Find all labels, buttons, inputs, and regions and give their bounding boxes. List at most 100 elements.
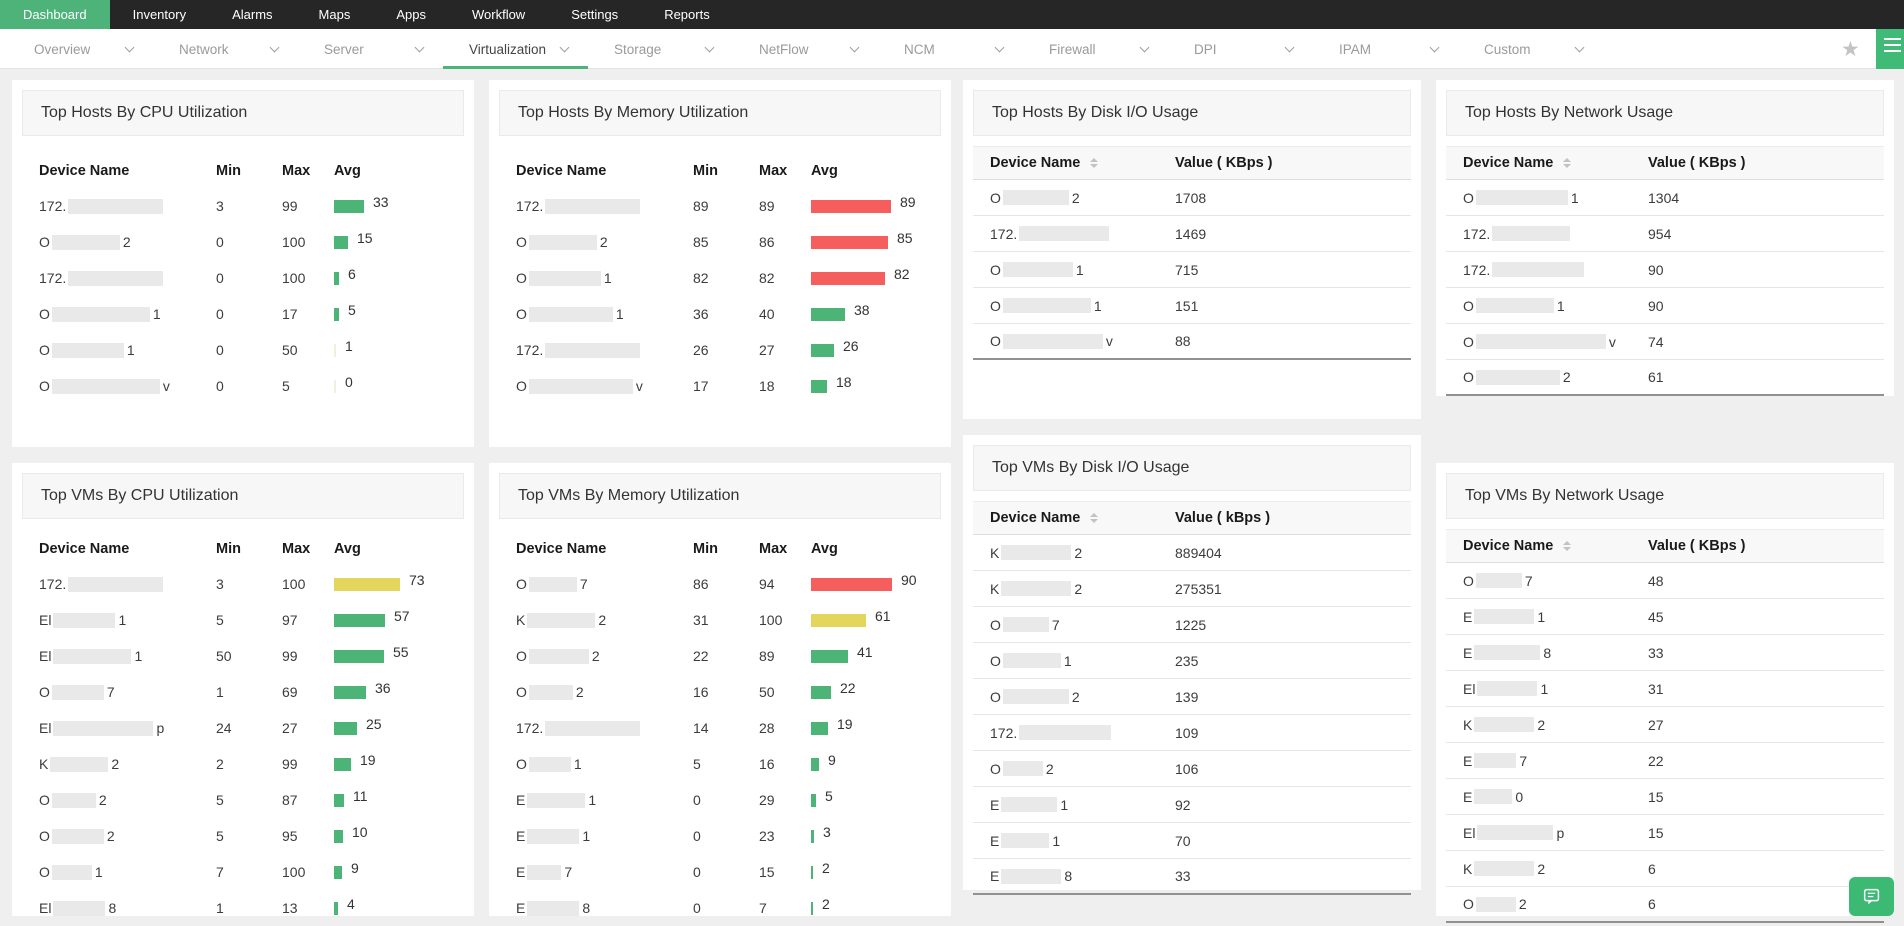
chevron-down-icon[interactable] [704, 42, 715, 52]
device-name-link[interactable]: El 1 [39, 648, 143, 664]
col-device-name-sortable[interactable]: Device Name [1463, 155, 1648, 171]
device-name-link[interactable]: El p [1463, 824, 1565, 841]
col-device-name-sortable[interactable]: Device Name [990, 155, 1175, 171]
menu-icon[interactable] [1876, 29, 1904, 69]
star-icon[interactable]: ★ [1841, 38, 1860, 61]
device-name-link[interactable]: El p [39, 720, 165, 736]
chevron-down-icon[interactable] [1139, 42, 1150, 52]
chevron-down-icon[interactable] [414, 42, 425, 52]
tab-ncm[interactable]: NCM [878, 29, 1023, 69]
col-device-name-sortable[interactable]: Device Name [990, 510, 1175, 526]
tab-storage[interactable]: Storage [588, 29, 733, 69]
device-name-link[interactable]: El 1 [39, 612, 127, 628]
device-name-link[interactable]: 172. [1463, 262, 1648, 278]
chevron-down-icon[interactable] [559, 42, 570, 52]
device-name-link[interactable]: 172. [516, 720, 693, 736]
tab-overview[interactable]: Overview [8, 29, 153, 69]
chevron-down-icon[interactable] [1284, 42, 1295, 52]
topnav-item-dashboard[interactable]: Dashboard [0, 0, 110, 29]
col-device-name-sortable[interactable]: Device Name [1463, 538, 1648, 554]
device-name-link[interactable]: 172. [39, 270, 216, 286]
device-name-link[interactable]: 172. [990, 725, 1175, 741]
device-name-link[interactable]: 172. [39, 576, 216, 592]
device-name-link[interactable]: 172. [990, 226, 1175, 242]
device-name-link[interactable]: 172. [39, 198, 216, 214]
tab-netflow[interactable]: NetFlow [733, 29, 878, 69]
chevron-down-icon[interactable] [269, 42, 280, 52]
tab-firewall[interactable]: Firewall [1023, 29, 1168, 69]
chat-bubble-icon[interactable] [1849, 877, 1894, 916]
tab-server[interactable]: Server [298, 29, 443, 69]
device-name-link[interactable]: El 1 [1463, 680, 1549, 697]
tab-virtualization[interactable]: Virtualization [443, 29, 588, 69]
topnav-item-workflow[interactable]: Workflow [471, 7, 526, 22]
device-name-link[interactable]: 172. [516, 198, 693, 214]
tab-dpi[interactable]: DPI [1168, 29, 1313, 69]
device-name-link[interactable]: 172. [1463, 226, 1648, 242]
tab-network[interactable]: Network [153, 29, 298, 69]
chevron-down-icon[interactable] [849, 42, 860, 52]
tab-custom[interactable]: Custom [1458, 29, 1603, 69]
topnav-item-maps[interactable]: Maps [318, 7, 351, 22]
chevron-down-icon[interactable] [1429, 42, 1440, 52]
tab-ipam[interactable]: IPAM [1313, 29, 1458, 69]
chevron-down-icon[interactable] [994, 42, 1005, 52]
device-name-link[interactable]: El 8 [39, 900, 117, 916]
topnav-item-inventory[interactable]: Inventory [132, 7, 187, 22]
device-name-link[interactable]: 172. [516, 342, 693, 358]
topnav-item-settings[interactable]: Settings [571, 7, 619, 22]
chevron-down-icon[interactable] [1574, 42, 1585, 52]
chevron-down-icon[interactable] [124, 42, 135, 52]
topnav-item-apps[interactable]: Apps [396, 7, 426, 22]
topnav-item-alarms[interactable]: Alarms [232, 7, 273, 22]
topnav-item-reports[interactable]: Reports [664, 7, 710, 22]
